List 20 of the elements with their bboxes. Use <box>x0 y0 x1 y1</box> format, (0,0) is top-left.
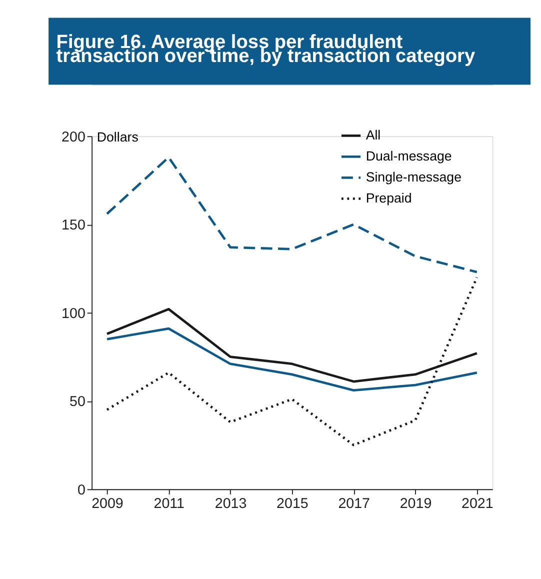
y-axis-title: Dollars <box>96 129 139 144</box>
y-tick-label: 0 <box>77 482 86 498</box>
y-tick-label: 50 <box>69 394 86 410</box>
legend-label: All <box>366 127 381 142</box>
y-tick-label: 200 <box>62 129 86 146</box>
line-series <box>106 276 478 446</box>
chart-title: Figure 16. Average loss per fraudulent transaction over time, by transaction category <box>56 32 476 68</box>
x-tick-label: 2017 <box>338 496 370 512</box>
x-tick-label: 2019 <box>400 496 432 512</box>
legend-label: Dual-message <box>366 148 452 164</box>
x-tick-label: 2015 <box>276 496 308 512</box>
y-tick-label: 150 <box>62 218 86 234</box>
x-tick-label: 2021 <box>461 496 494 512</box>
x-tick-label: 2013 <box>214 496 247 512</box>
legend-label: Prepaid <box>366 190 412 206</box>
legend-label: Single-message <box>366 169 462 184</box>
line-series <box>106 327 478 392</box>
x-tick-label: 2009 <box>92 496 124 512</box>
x-tick-label: 2011 <box>154 496 185 512</box>
y-tick-label: 100 <box>62 306 86 322</box>
